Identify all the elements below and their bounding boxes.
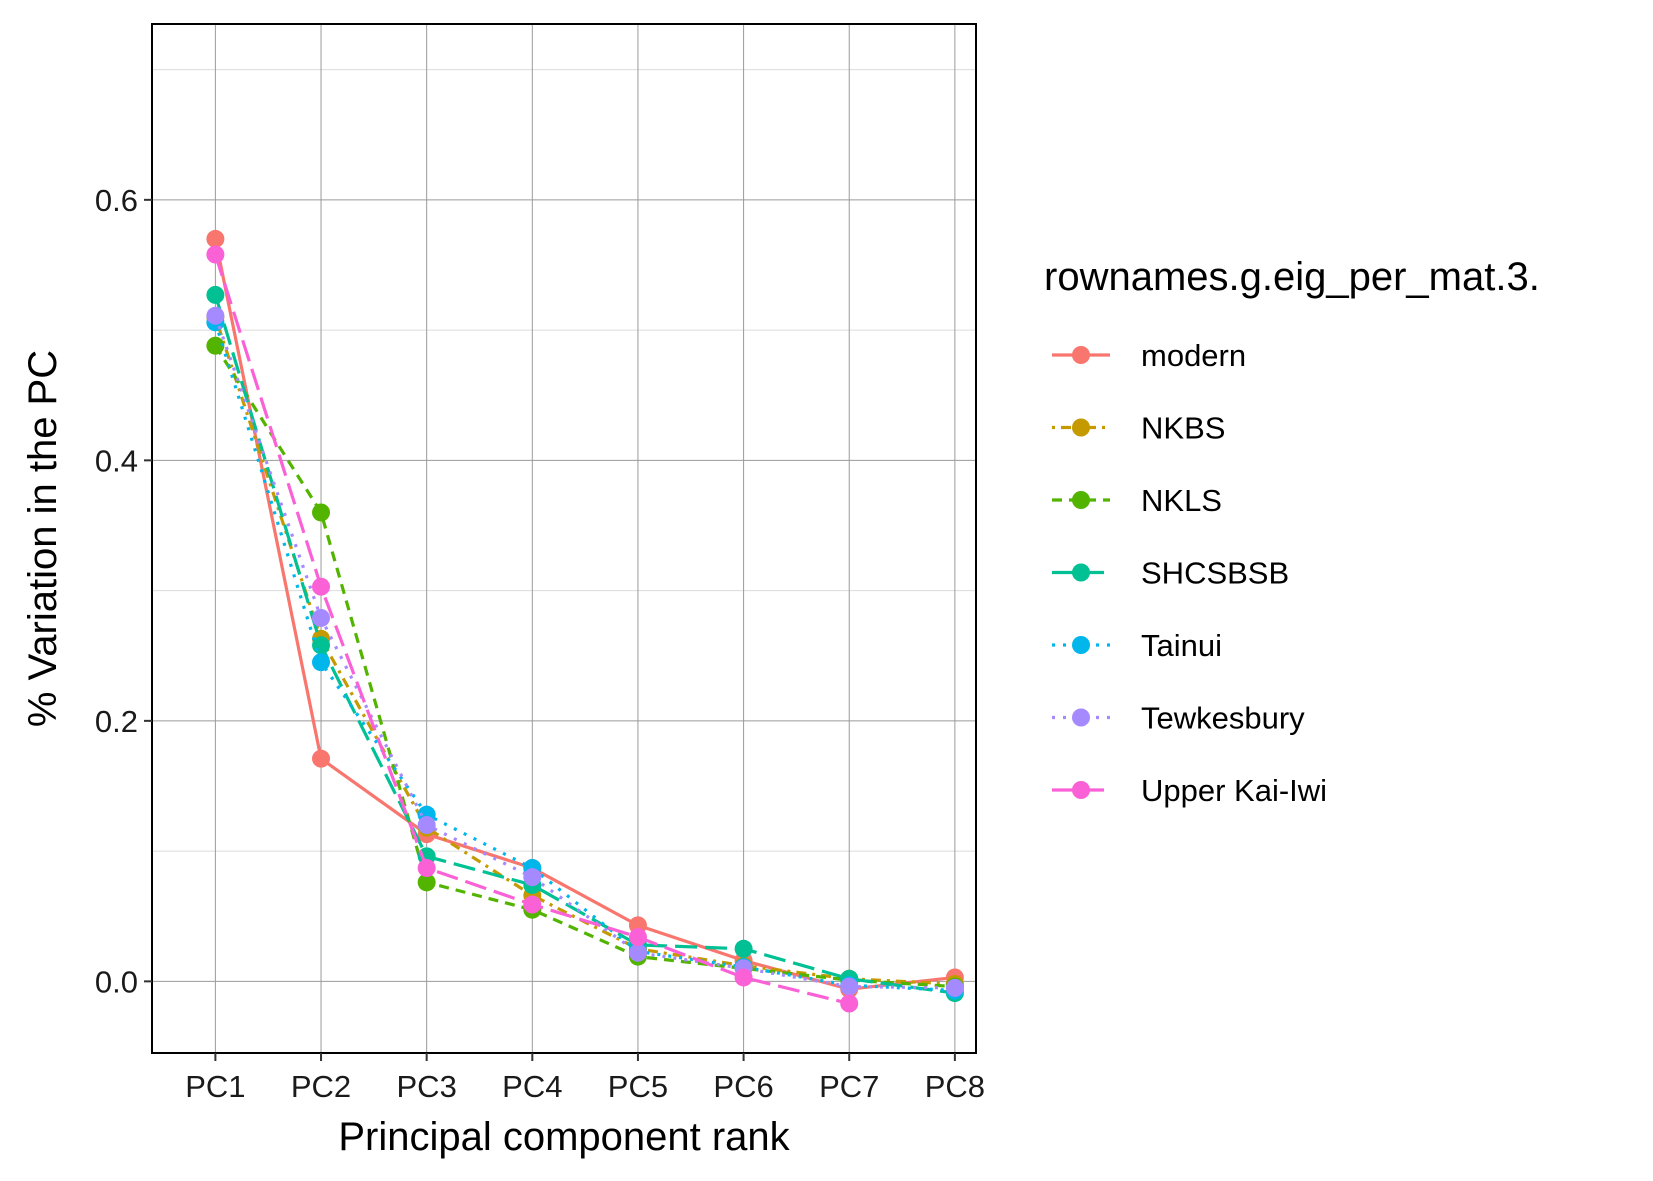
data-point-upper-kai-iwi xyxy=(840,994,859,1013)
series-line-modern xyxy=(213,238,956,991)
legend-key-point xyxy=(1072,781,1090,799)
x-tick-label: PC4 xyxy=(502,1069,562,1104)
legend-label: Upper Kai-Iwi xyxy=(1141,773,1327,808)
data-point-upper-kai-iwi xyxy=(734,968,753,987)
x-tick-label: PC6 xyxy=(713,1069,773,1104)
x-axis: PC1 PC2 PC3 PC4 PC5 PC6 PC7 PC8 xyxy=(185,1053,985,1104)
y-tick-label: 0.4 xyxy=(95,443,138,478)
minor-gridlines xyxy=(152,69,976,852)
series-line-shcsbsb xyxy=(213,294,956,995)
series-line-tainui xyxy=(213,321,955,993)
y-tick-label: 0.6 xyxy=(95,183,138,218)
x-tick-label: PC5 xyxy=(608,1069,668,1104)
x-tick-label: PC1 xyxy=(185,1069,245,1104)
legend-label: Tewkesbury xyxy=(1141,701,1305,736)
legend-label: NKBS xyxy=(1141,411,1225,446)
legend-item-modern: modern xyxy=(1052,338,1246,373)
data-point-upper-kai-iwi xyxy=(206,245,225,264)
x-tick-label: PC8 xyxy=(925,1069,985,1104)
legend-items: modern NKBS NKLS SHCSBSB Tainui Tewkesbury Upp… xyxy=(1052,338,1327,808)
legend-item-tewkesbury: Tewkesbury xyxy=(1052,701,1305,736)
data-point-upper-kai-iwi xyxy=(628,928,647,947)
data-point-nkls xyxy=(417,873,436,892)
x-tick-label: PC7 xyxy=(819,1069,879,1104)
legend-label: SHCSBSB xyxy=(1141,556,1289,591)
y-axis-title: % Variation in the PC xyxy=(21,350,65,727)
data-point-upper-kai-iwi xyxy=(523,895,542,914)
series-layer xyxy=(206,229,964,1013)
plot-panel xyxy=(151,23,977,1054)
y-axis: 0.0 0.2 0.4 0.6 xyxy=(95,183,152,999)
legend-key-point xyxy=(1072,636,1090,654)
data-point-tewkesbury xyxy=(417,816,436,835)
series-upper-kai-iwi xyxy=(206,245,859,1013)
series-line-nkls xyxy=(214,344,955,989)
legend-item-tainui: Tainui xyxy=(1052,628,1222,663)
y-tick-label: 0.2 xyxy=(95,704,138,739)
legend-title: rownames.g.eig_per_mat.3. xyxy=(1044,255,1540,299)
legend-item-shcsbsb: SHCSBSB xyxy=(1052,556,1289,591)
legend-label: Tainui xyxy=(1141,628,1222,663)
legend-key-point xyxy=(1072,346,1090,364)
data-point-shcsbsb xyxy=(206,285,225,304)
data-point-tewkesbury xyxy=(523,868,542,887)
legend-label: NKLS xyxy=(1141,483,1222,518)
data-point-tewkesbury xyxy=(840,977,859,996)
data-point-modern xyxy=(206,229,225,248)
x-tick-label: PC3 xyxy=(397,1069,457,1104)
data-point-tewkesbury xyxy=(628,943,647,962)
data-point-upper-kai-iwi xyxy=(312,577,331,596)
data-point-modern xyxy=(312,749,331,768)
legend-item-upper-kai-iwi: Upper Kai-Iwi xyxy=(1052,773,1327,808)
series-tewkesbury xyxy=(206,306,964,997)
data-point-nkls xyxy=(206,336,225,355)
data-point-tainui xyxy=(312,653,331,672)
legend-key-point xyxy=(1072,491,1090,509)
legend-key-point xyxy=(1072,563,1090,582)
data-point-nkls xyxy=(312,503,331,522)
legend-item-nkls: NKLS xyxy=(1052,483,1222,518)
panel-border xyxy=(151,23,977,1054)
legend-key-point xyxy=(1072,708,1090,727)
data-point-shcsbsb xyxy=(734,939,753,958)
y-tick-label: 0.0 xyxy=(95,964,138,999)
data-point-tewkesbury xyxy=(945,978,964,997)
data-point-upper-kai-iwi xyxy=(417,859,436,878)
x-axis-title: Principal component rank xyxy=(338,1115,790,1159)
major-gridlines xyxy=(152,24,976,1053)
legend-label: modern xyxy=(1141,338,1246,373)
x-tick-label: PC2 xyxy=(291,1069,351,1104)
data-point-tewkesbury xyxy=(312,608,331,627)
legend-item-nkbs: NKBS xyxy=(1052,411,1225,446)
data-point-tewkesbury xyxy=(206,306,225,325)
legend: rownames.g.eig_per_mat.3. modern NKBS NKLS… xyxy=(1044,255,1540,808)
legend-key-point xyxy=(1072,418,1090,437)
